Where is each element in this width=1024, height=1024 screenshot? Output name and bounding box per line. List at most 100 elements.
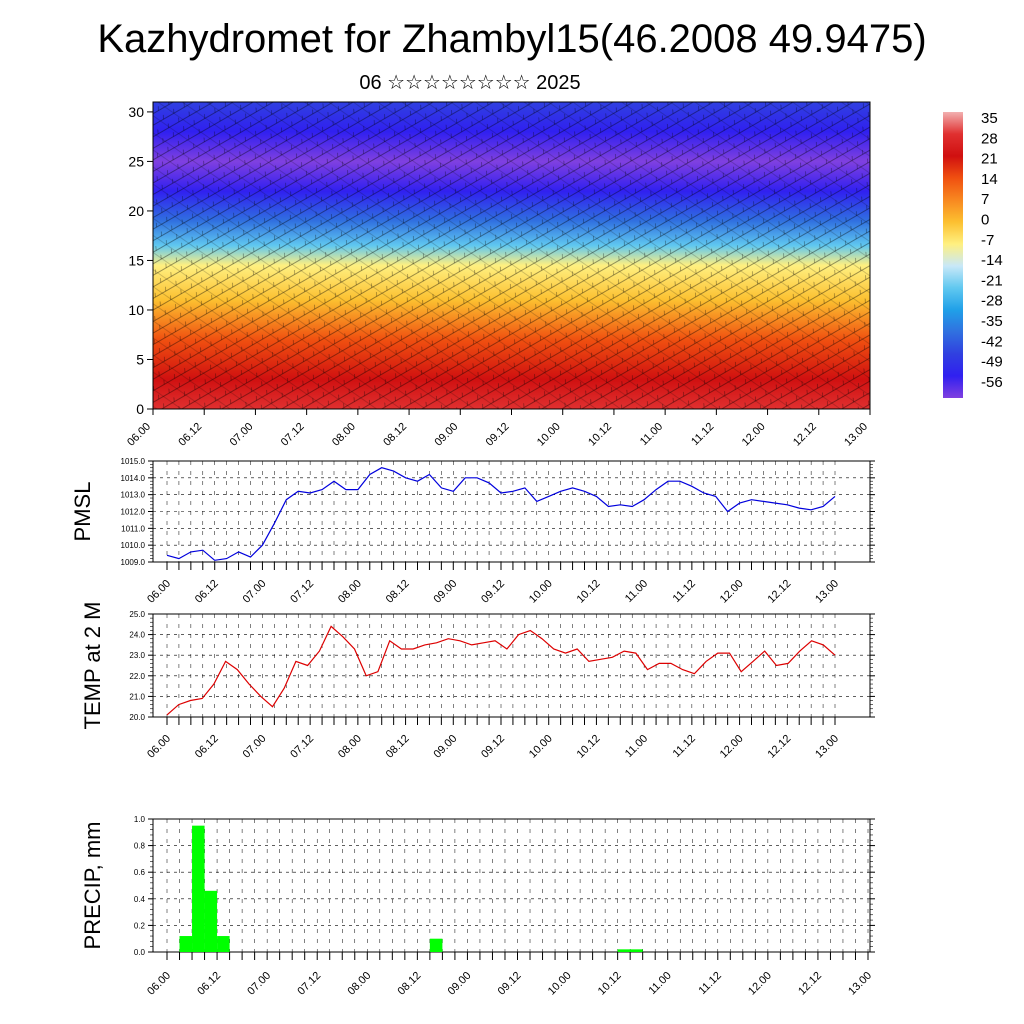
heatmap-x-tick-label: 10.00 (535, 421, 563, 449)
temp-2m-frame (152, 613, 871, 718)
precip-x-tick-label: 10.12 (596, 970, 624, 998)
precip-y-tick-label: 1.0 (134, 815, 146, 824)
colorbar-label: -21 (981, 272, 1003, 289)
temp-2m-x-tick-label: 10.12 (575, 733, 603, 761)
heatmap-x-tick-label: 08.00 (330, 421, 358, 449)
temp-2m-x-tick-label: 08.00 (336, 733, 364, 761)
colorbar: 35 28 21 14 7 0 -7 -14 -21 -28 -35 -42 -49 -56 (943, 110, 1003, 398)
colorbar-label: -28 (981, 293, 1003, 310)
temp-2m-panel: 20.0 21.0 22.0 23.0 24.0 25.0 06.00 06.12 07.00 0… (80, 602, 875, 761)
colorbar-label: 28 (981, 130, 998, 147)
colorbar-label: 7 (981, 191, 989, 208)
heatmap-x-tick-label: 12.12 (791, 421, 819, 449)
heatmap-x-tick-label: 11.00 (638, 421, 665, 448)
colorbar-label: 14 (981, 171, 998, 188)
pmsl-x-tick-label: 11.00 (623, 578, 650, 605)
temp-2m-x-tick-label: 12.12 (765, 733, 793, 761)
colorbar-label: -49 (981, 354, 1003, 371)
precip-y-tick-label: 0.2 (134, 921, 146, 930)
pmsl-x-tick-label: 06.00 (145, 578, 173, 606)
temp-2m-y-tick-label: 25.0 (129, 610, 145, 619)
heatmap-y-tick-label: 10 (128, 302, 144, 318)
temp-2m-x-tick-label: 10.00 (527, 733, 555, 761)
precip-bar (192, 825, 205, 952)
precip-y-tick-label: 0.4 (134, 895, 146, 904)
pmsl-x-tick-label: 09.12 (479, 578, 507, 606)
pmsl-y-tick-label: 1015.0 (121, 457, 146, 466)
precip-x-tick-label: 09.12 (496, 970, 524, 998)
chart-title: Kazhydromet for Zhambyl15(46.2008 49.947… (97, 17, 927, 61)
pmsl-x-tick-label: 11.12 (671, 578, 698, 605)
heatmap-x-tick-label: 09.12 (484, 421, 512, 449)
colorbar-labels: 35 28 21 14 7 0 -7 -14 -21 -28 -35 -42 -49 -56 (981, 110, 1003, 391)
temp-2m-x-tick-label: 09.12 (479, 733, 507, 761)
precip-x-tick-label: 08.00 (345, 970, 373, 998)
temp-2m-x-tick-label: 06.00 (145, 733, 173, 761)
precip-x-tick-label: 08.12 (396, 970, 424, 998)
pmsl-x-tick-label: 06.12 (193, 578, 221, 606)
pmsl-x-tick-label: 09.00 (431, 578, 459, 606)
temp-2m-y-tick-label: 23.0 (129, 651, 145, 660)
temp-2m-y-tick-label: 24.0 (129, 631, 145, 640)
colorbar-label: -42 (981, 333, 1003, 350)
temp-2m-x-tick-label: 09.00 (431, 733, 459, 761)
heatmap-y-tick-label: 30 (128, 104, 144, 120)
precip-bar (217, 936, 230, 952)
temp-2m-y-tick-label: 20.0 (129, 713, 145, 722)
precip-x-tick-label: 06.00 (145, 970, 173, 998)
pmsl-y-axis-label: PMSL (70, 482, 95, 542)
precip-x-tick-label: 13.00 (846, 970, 874, 998)
heatmap-x-tick-label: 06.00 (125, 421, 153, 449)
colorbar-label: -14 (981, 252, 1003, 269)
pmsl-x-tick-label: 07.12 (288, 578, 316, 606)
temp-2m-x-tick-label: 11.00 (623, 733, 650, 760)
heatmap-y-tick-label: 25 (128, 153, 144, 169)
pmsl-y-tick-label: 1012.0 (121, 508, 146, 517)
pmsl-panel: 1009.0 1010.0 1011.0 1012.0 1013.0 1014.0 1015… (70, 457, 875, 606)
temp-2m-y-axis-label: TEMP at 2 M (80, 602, 105, 730)
heatmap-x-tick-label: 12.00 (740, 421, 768, 449)
heatmap-y-tick-label: 15 (128, 252, 144, 268)
heatmap-x-tick-label: 07.12 (279, 421, 307, 449)
precip-y-tick-label: 0.8 (134, 842, 146, 851)
heatmap-x-axis: 06.00 06.12 07.00 07.12 08.00 08.12 09.00 09.12… (125, 409, 871, 449)
precip-x-tick-label: 07.00 (245, 970, 273, 998)
colorbar-label: -56 (981, 374, 1003, 391)
precip-frame (152, 818, 871, 953)
heatmap-x-tick-label: 06.12 (176, 421, 204, 449)
chart-subtitle: 06 ☆☆☆☆☆☆☆☆ 2025 (359, 72, 581, 94)
temp-2m-x-tick-label: 12.00 (718, 733, 746, 761)
precip-x-tick-label: 10.00 (546, 970, 574, 998)
heatmap-x-tick-label: 10.12 (586, 421, 614, 449)
heatmap-y-tick-label: 5 (136, 351, 144, 367)
pmsl-x-tick-label: 12.12 (765, 578, 793, 606)
precip-x-tick-label: 12.12 (796, 970, 824, 998)
pmsl-x-tick-label: 10.12 (575, 578, 603, 606)
pmsl-x-tick-label: 08.00 (336, 578, 364, 606)
precip-y-tick-label: 0.0 (134, 948, 146, 957)
temp-2m-x-tick-label: 08.12 (384, 733, 412, 761)
wind-barbs-overlay-secondary (153, 102, 870, 409)
pmsl-y-tick-label: 1010.0 (121, 541, 146, 550)
precip-x-tick-label: 06.12 (195, 970, 223, 998)
precip-x-tick-label: 11.00 (646, 970, 673, 997)
colorbar-label: -7 (981, 232, 994, 249)
heatmap-x-tick-label: 07.00 (228, 421, 256, 449)
precip-x-tick-label: 09.00 (446, 970, 474, 998)
heatmap-x-tick-label: 08.12 (381, 421, 409, 449)
precip-bar (204, 890, 218, 952)
heatmap-y-tick-label: 20 (128, 203, 144, 219)
heatmap-panel: 0 5 10 15 20 25 30 06.00 06.12 07.00 07.12 08.00 08… (125, 101, 871, 449)
colorbar-label: -35 (981, 313, 1003, 330)
pmsl-series-line (166, 467, 836, 561)
temp-2m-series-line (166, 625, 836, 716)
heatmap-y-axis: 0 5 10 15 20 25 30 (128, 104, 153, 417)
pmsl-y-tick-label: 1009.0 (121, 558, 146, 567)
temp-2m-x-tick-label: 11.12 (671, 733, 698, 760)
precip-panel: 0.0 0.2 0.4 0.6 0.8 1.0 06.00 06.12 07.00 07.12 08… (80, 815, 875, 998)
pmsl-y-tick-label: 1014.0 (121, 474, 146, 483)
pmsl-y-tick-label: 1013.0 (121, 491, 146, 500)
pmsl-x-tick-label: 10.00 (527, 578, 555, 606)
temp-2m-x-tick-label: 07.00 (241, 733, 269, 761)
temp-2m-x-tick-label: 13.00 (813, 733, 841, 761)
